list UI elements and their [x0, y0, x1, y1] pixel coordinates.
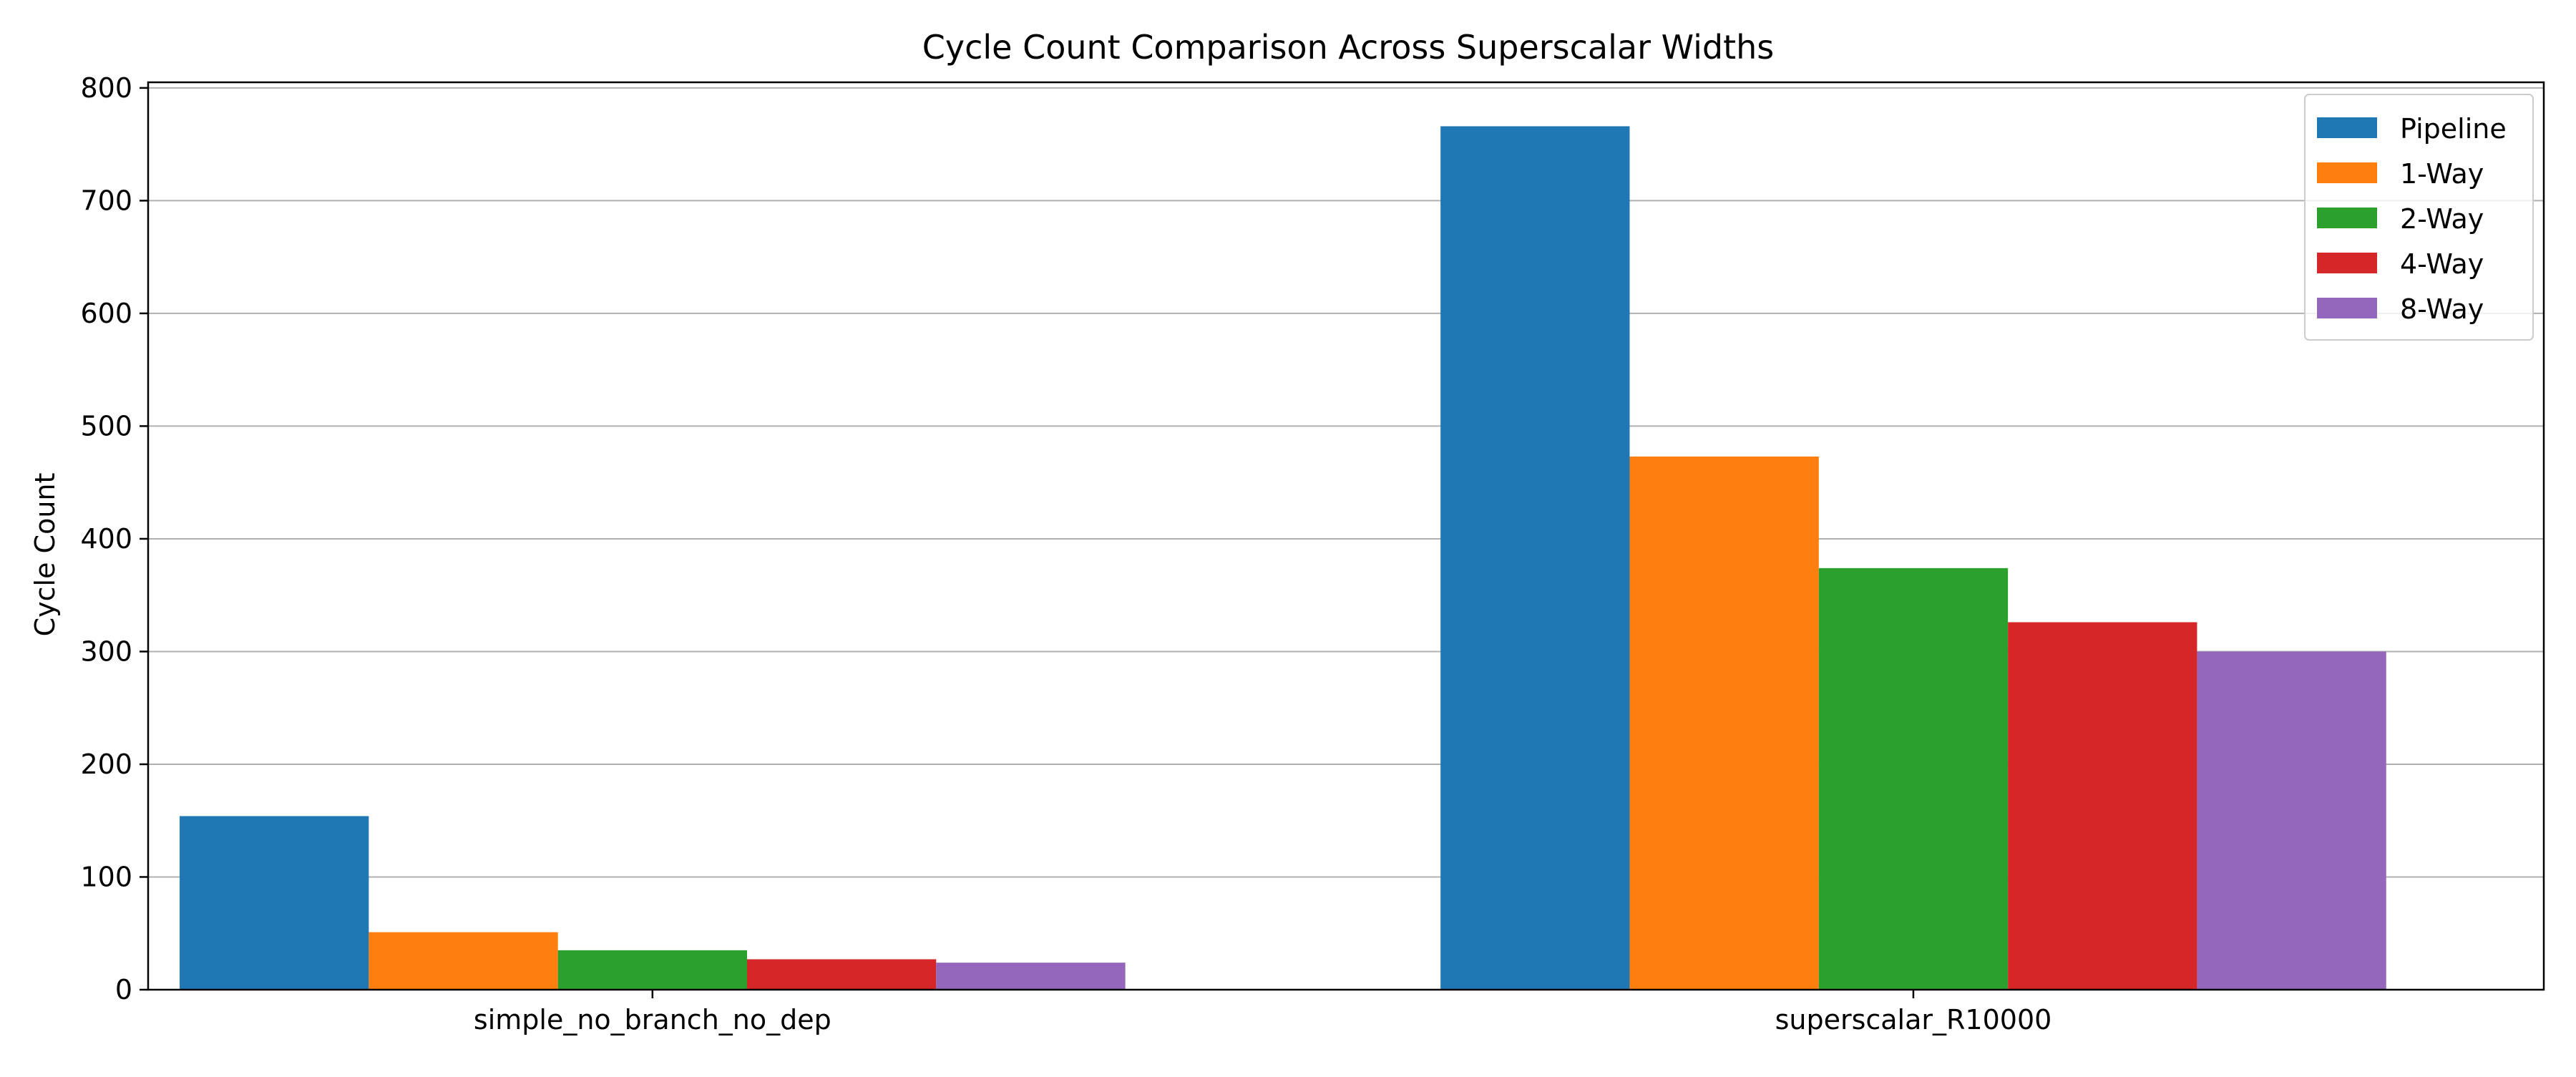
- legend-swatch-2-way: [2317, 208, 2377, 228]
- y-tick-label: 800: [80, 72, 132, 104]
- bar-1-way-1: [1629, 456, 1819, 990]
- legend-swatch-1-way: [2317, 162, 2377, 183]
- y-tick-label: 400: [80, 523, 132, 555]
- bar-pipeline-0: [180, 816, 369, 990]
- y-tick-label: 500: [80, 410, 132, 442]
- legend-label-8-way: 8-Way: [2400, 293, 2484, 325]
- x-tick-label: simple_no_branch_no_dep: [474, 1004, 831, 1035]
- bar-4-way-0: [747, 959, 937, 990]
- bar-2-way-1: [1818, 567, 2009, 990]
- y-tick-label: 600: [80, 298, 132, 329]
- bar-1-way-0: [369, 932, 558, 990]
- legend-swatch-4-way: [2317, 253, 2377, 273]
- bars: [180, 126, 2386, 990]
- bar-2-way-0: [557, 950, 747, 990]
- x-tick-label: superscalar_R10000: [1775, 1004, 2052, 1035]
- y-axis-ticks: 0 100 200 300 400 500 600 700 800: [80, 72, 148, 1005]
- x-axis-ticks: simple_no_branch_no_dep superscalar_R1000…: [474, 990, 2051, 1035]
- y-axis-label: Cycle Count: [29, 473, 61, 637]
- bar-8-way-1: [2197, 651, 2386, 990]
- y-tick-label: 700: [80, 185, 132, 216]
- bar-4-way-1: [2008, 622, 2197, 990]
- legend-swatch-pipeline: [2317, 117, 2377, 138]
- legend-label-2-way: 2-Way: [2400, 203, 2484, 235]
- y-tick-label: 200: [80, 749, 132, 780]
- legend-label-pipeline: Pipeline: [2400, 113, 2507, 145]
- plot-frame: [147, 81, 2545, 991]
- legend-label-4-way: 4-Way: [2400, 248, 2484, 280]
- gridlines: [148, 87, 2544, 878]
- y-tick-label: 300: [80, 635, 132, 667]
- legend: Pipeline 1-Way 2-Way 4-Way 8-Way: [2304, 94, 2534, 341]
- y-tick-label: 0: [115, 974, 132, 1005]
- legend-label-1-way: 1-Way: [2400, 158, 2484, 190]
- bar-8-way-0: [936, 963, 1126, 990]
- legend-swatch-8-way: [2317, 298, 2377, 318]
- bar-pipeline-1: [1440, 126, 1630, 990]
- chart-title: Cycle Count Comparison Across Superscala…: [922, 28, 1774, 67]
- legend-box: [2304, 94, 2534, 341]
- y-tick-label: 100: [80, 861, 132, 892]
